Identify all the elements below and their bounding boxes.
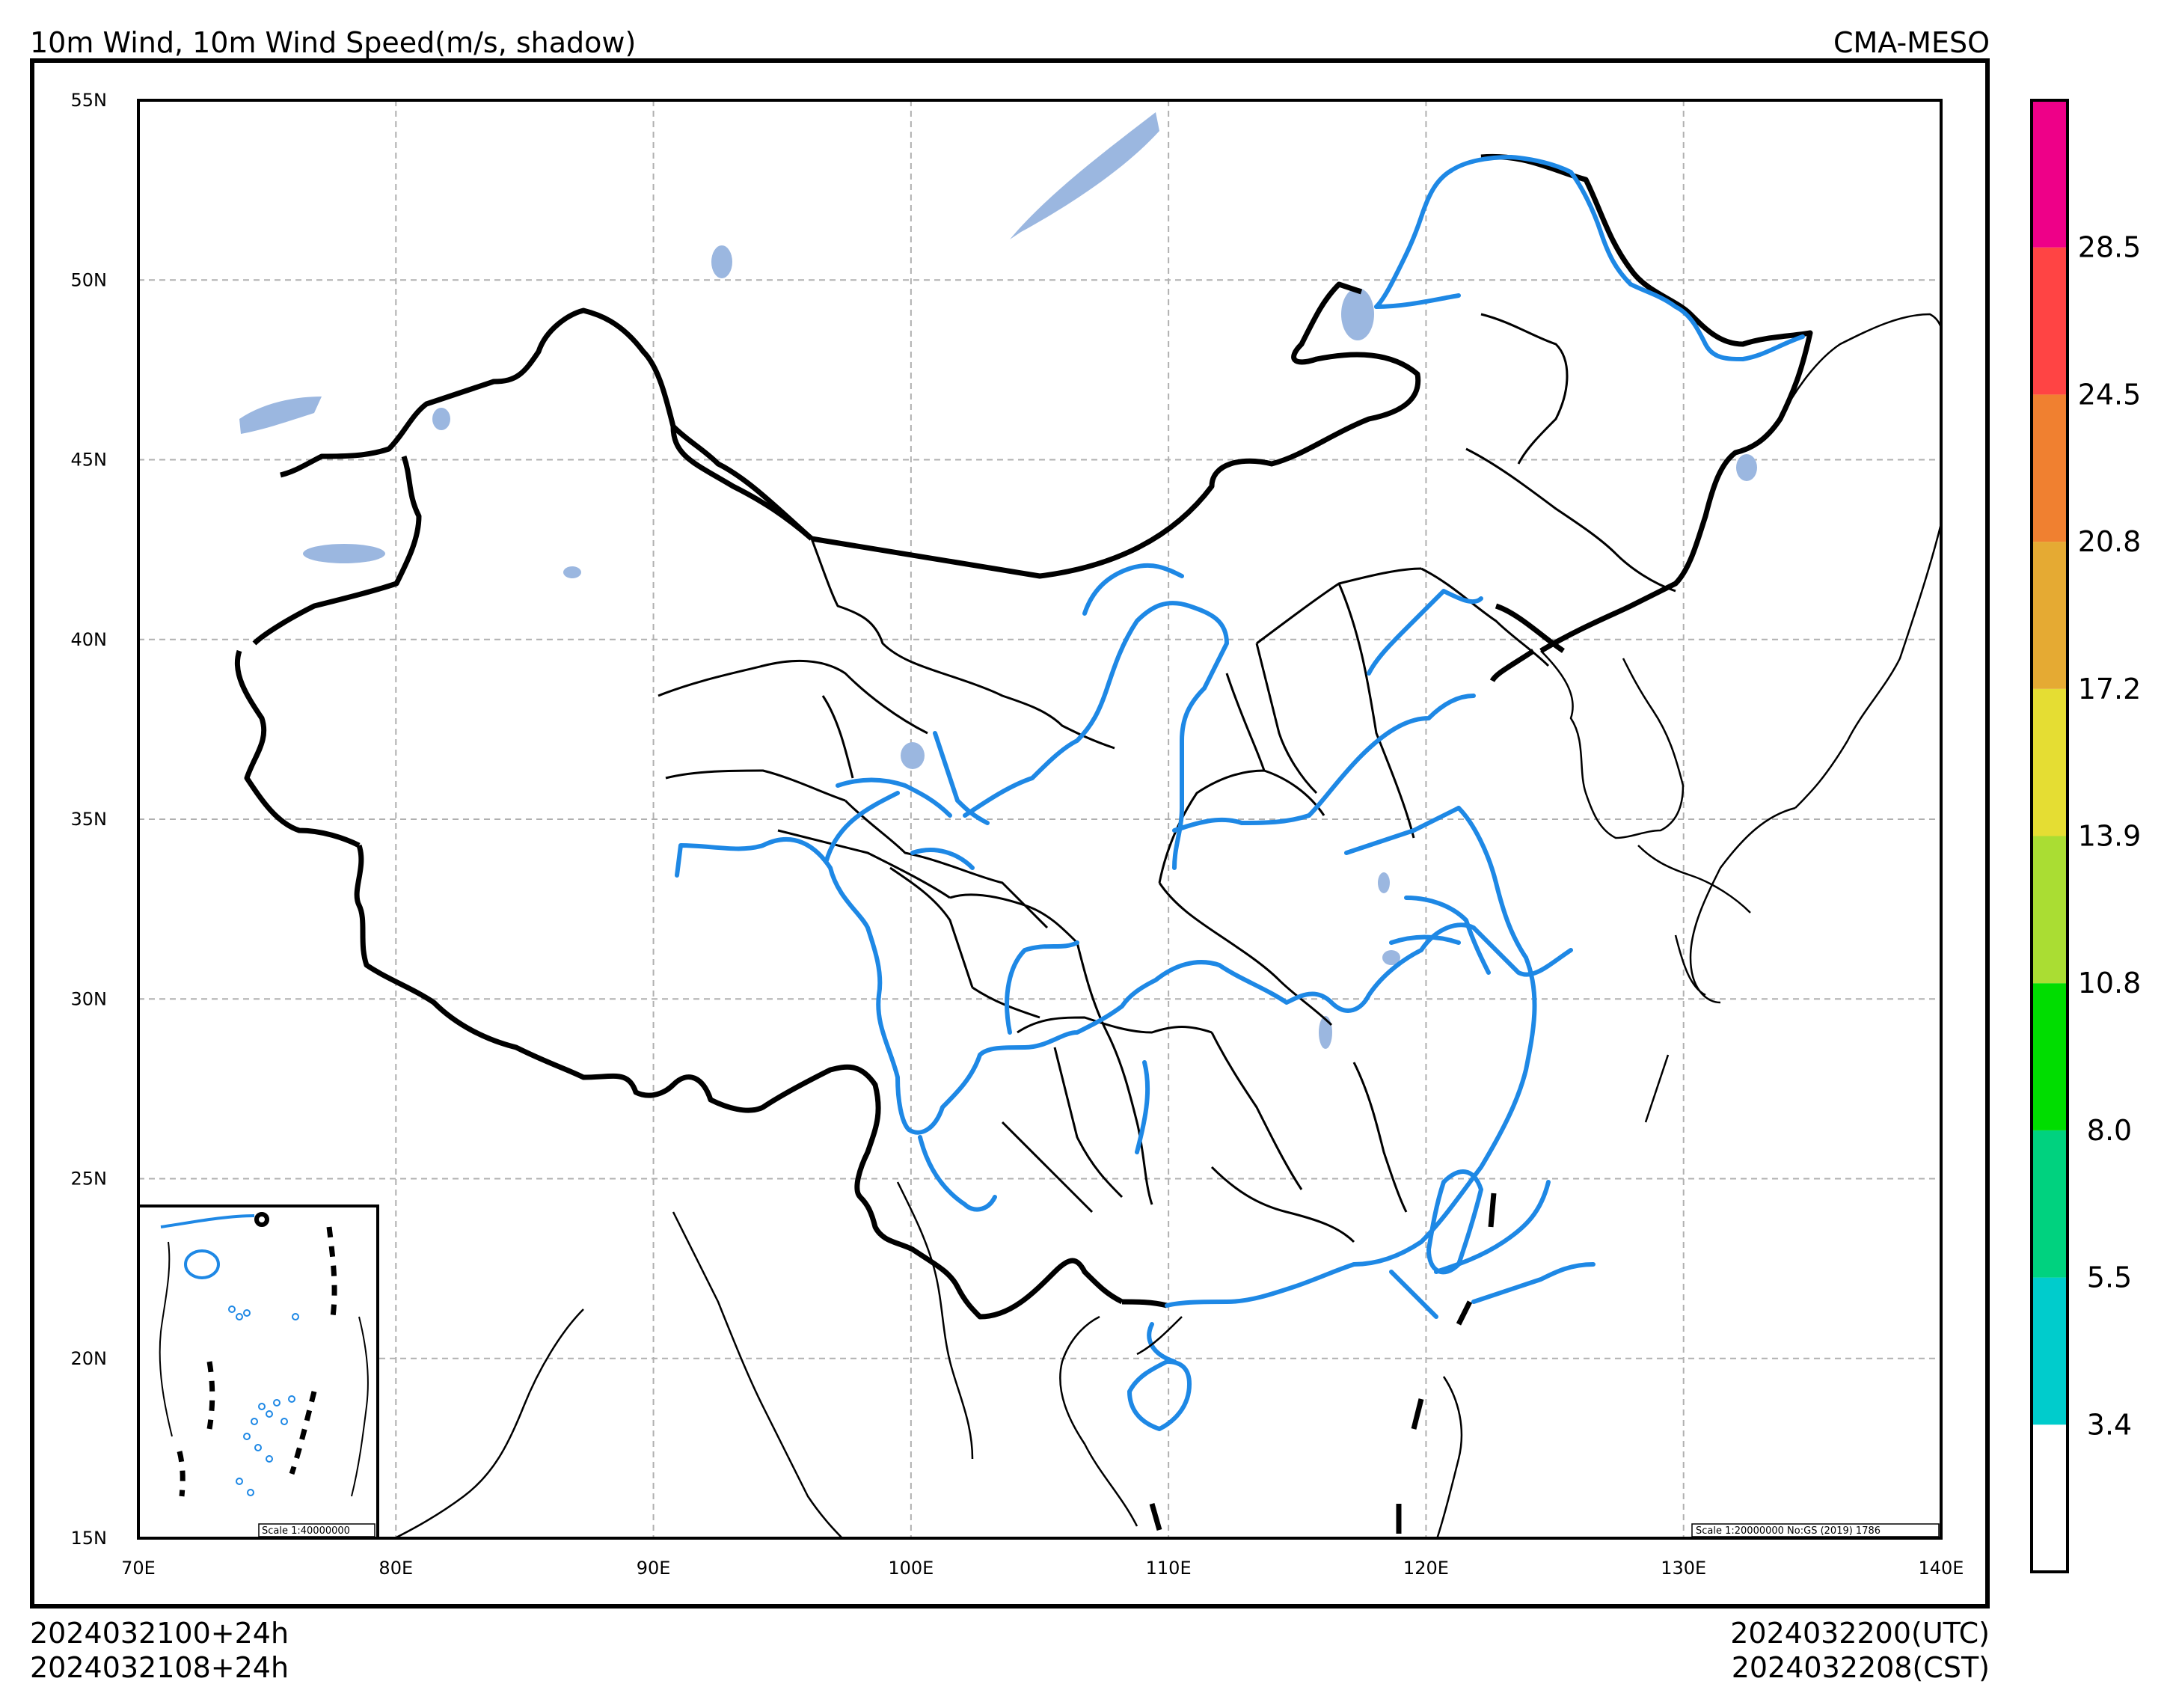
axis-labels: 70E 80E 90E 100E 110E 120E 130E 140E 55N 50N 45N 40…	[71, 90, 1964, 1579]
colorbar-segment	[2032, 247, 2068, 395]
colorbar-segment	[2032, 983, 2068, 1130]
colorbar-tick-label: 5.5	[2087, 1261, 2132, 1294]
colorbar-segment	[2032, 542, 2068, 689]
colorbar-tick-label: 3.4	[2087, 1408, 2132, 1441]
national-boundary	[234, 153, 1813, 1320]
model-name: CMA-MESO	[1833, 26, 1990, 59]
valid-time-cst: 2024032208(CST)	[1731, 1651, 1990, 1685]
footer-right: 2024032200(UTC) 2024032208(CST)	[1730, 1616, 1990, 1686]
lat-tick-label: 45N	[71, 450, 108, 471]
colorbar-segment	[2032, 1424, 2068, 1572]
lakes	[239, 112, 1757, 1049]
lat-tick-label: 25N	[71, 1169, 108, 1190]
colorbar-tick-label: 8.0	[2087, 1114, 2132, 1147]
inset-content	[159, 1212, 369, 1497]
graticule	[138, 100, 1941, 1538]
colorbar-segment	[2032, 688, 2068, 836]
lon-tick-label: 90E	[637, 1558, 671, 1579]
lon-tick-label: 140E	[1919, 1558, 1964, 1579]
map-border	[137, 99, 1943, 1540]
colorbar-segment	[2032, 1277, 2068, 1425]
colorbar-segment	[2032, 100, 2068, 248]
colorbar-outline	[2030, 99, 2069, 1573]
chart-title: 10m Wind, 10m Wind Speed(m/s, shadow)	[30, 26, 637, 59]
colorbar: 3.4 5.5 8.0 10.8 13.9 17.2 20.8 24.5 28.5	[2030, 99, 2142, 1573]
colorbar-tick-label: 24.5	[2078, 378, 2142, 411]
colorbar-tick-label: 28.5	[2078, 231, 2142, 264]
lon-tick-label: 70E	[121, 1558, 156, 1579]
rivers	[675, 155, 1805, 1431]
colorbar-tick-label: 17.2	[2078, 673, 2142, 705]
lon-tick-label: 80E	[378, 1558, 413, 1579]
maritime-boundary	[1149, 1193, 1497, 1534]
valid-time-utc: 2024032200(UTC)	[1730, 1617, 1990, 1650]
init-time-cst: 2024032108+24h	[30, 1651, 289, 1685]
provincial-boundaries	[658, 313, 1676, 1243]
colorbar-segment	[2032, 394, 2068, 542]
init-time-utc: 2024032100+24h	[30, 1617, 289, 1650]
lat-tick-label: 55N	[71, 90, 108, 111]
lat-tick-label: 40N	[71, 629, 108, 650]
scale-box	[1691, 1523, 1940, 1537]
scale-inset: Scale 1:40000000	[262, 1525, 350, 1537]
lon-tick-label: 130E	[1661, 1558, 1706, 1579]
inset-map	[138, 1205, 379, 1538]
colorbar-segment	[2032, 836, 2068, 984]
colorbar-segment	[2032, 1130, 2068, 1278]
colorbar-tick-label: 13.9	[2078, 820, 2142, 853]
lat-tick-label: 35N	[71, 809, 108, 830]
map-frame	[30, 58, 1990, 1608]
scale-main: Scale 1:20000000 No:GS (2019) 1786	[1696, 1525, 1881, 1537]
lon-tick-label: 110E	[1146, 1558, 1192, 1579]
colorbar-tick-label: 10.8	[2078, 967, 2142, 1000]
colorbar-tick-label: 20.8	[2078, 525, 2142, 558]
inset-scale-box	[258, 1523, 376, 1537]
footer-left: 2024032100+24h 2024032108+24h	[30, 1616, 289, 1686]
coastlines	[393, 313, 1941, 1538]
lat-tick-label: 15N	[71, 1528, 108, 1549]
lat-tick-label: 30N	[71, 988, 108, 1009]
lat-tick-label: 20N	[71, 1348, 108, 1369]
lon-tick-label: 100E	[888, 1558, 934, 1579]
lat-tick-label: 50N	[71, 269, 108, 290]
lon-tick-label: 120E	[1403, 1558, 1449, 1579]
